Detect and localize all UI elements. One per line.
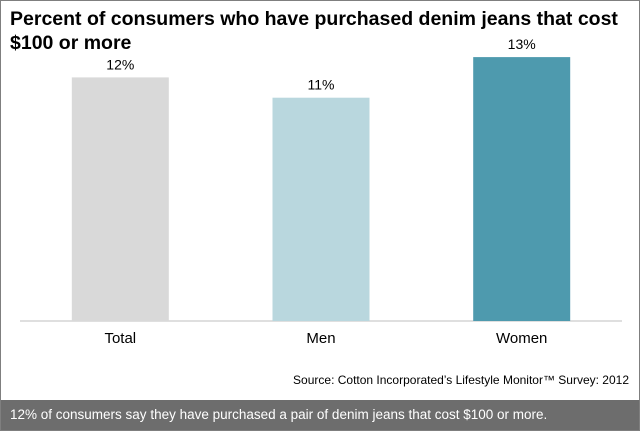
tick-label-total: Total xyxy=(104,330,136,347)
tick-label-men: Men xyxy=(306,330,335,347)
tick-label-women: Women xyxy=(496,330,547,347)
bar-total xyxy=(71,77,169,322)
data-label-total: 12% xyxy=(106,56,134,72)
bar-men xyxy=(272,97,370,321)
bar-women xyxy=(473,57,571,321)
source-note: Source: Cotton Incorporated’s Lifestyle … xyxy=(293,373,629,387)
data-label-men: 11% xyxy=(308,77,335,93)
bar-chart: 12% Total 11% Men 13% Women xyxy=(20,36,622,347)
caption-bar: 12% of consumers say they have purchased… xyxy=(1,400,639,430)
data-label-women: 13% xyxy=(508,36,536,52)
chart-title: Percent of consumers who have purchased … xyxy=(10,8,618,54)
